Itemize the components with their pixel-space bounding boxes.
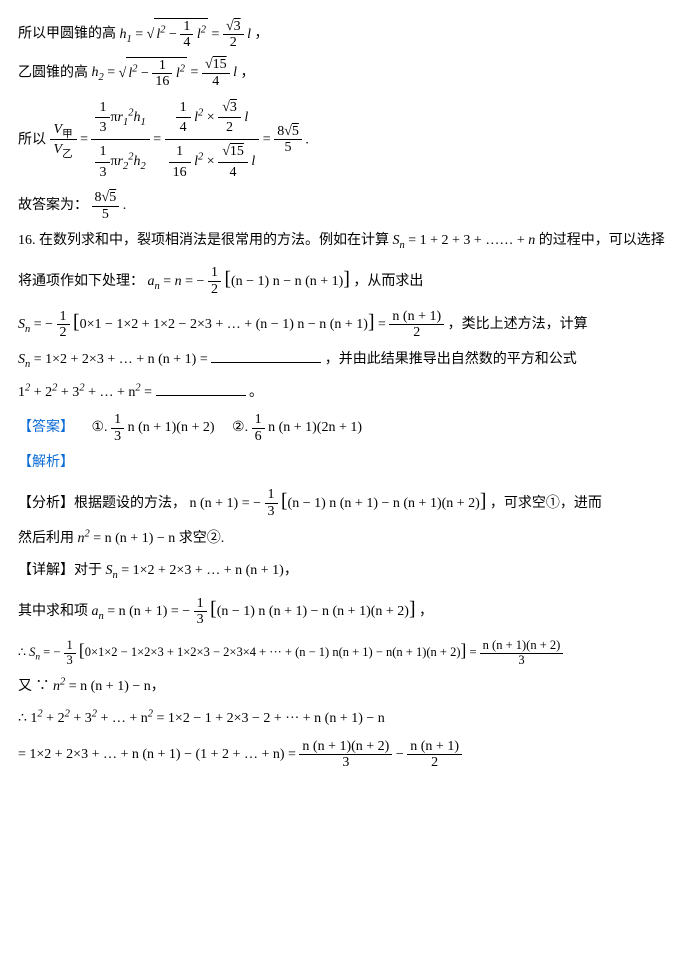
text: . [123,198,127,213]
blank-1 [211,348,321,363]
jiexi-label: 【解析】 [18,450,674,477]
math-ratio: V甲 V乙 = 13πr12h1 13πr22h2 = 14 l2 × √32 … [50,132,306,147]
text: ，类比上述方法，计算 [448,317,588,332]
text: ，可求空①，进而 [490,496,602,511]
line-h2: 乙圆锥的高 h2 = √l2 − 116 l2 = √154 l ， [18,57,674,90]
math-sn2: ∴ Sn = − 13 [0×1×2 − 1×2×3 + 1×2×3 − 2×3… [18,645,563,659]
math-h1: h1 = √l2 − 14 l2 = √32 l [120,27,255,42]
text: 【详解】对于 [18,563,102,578]
text: 的过程中，可以选择 [539,233,665,248]
text: 然后利用 [18,531,74,546]
text: 16. 在数列求和中，裂项相消法是很常用的方法。例如在计算 [18,233,389,248]
q16-line2: 将通项作如下处理： an = n = − 12 [(n − 1) n − n (… [18,261,674,298]
text: 将通项作如下处理： [18,274,144,289]
math-squares: 12 + 22 + 32 + … + n2 = [18,385,156,400]
text: 【分析】根据题设的方法， [18,496,186,511]
line-nsq: 然后利用 n2 = n (n + 1) − n 求空②. [18,526,674,553]
q16-line1: 16. 在数列求和中，裂项相消法是很常用的方法。例如在计算 Sn = 1 + 2… [18,228,674,255]
line-sum-sq: ∴ 12 + 22 + 32 + … + n2 = 1×2 − 1 + 2×3 … [18,706,674,733]
math-nsq: n2 = n (n + 1) − n [78,531,179,546]
line-final: = 1×2 + 2×3 + … + n (n + 1) − (1 + 2 + …… [18,739,674,771]
text: ， [419,604,433,619]
answer-label: 【答案】 [18,420,74,435]
answer-line: 【答案】 ①. 13 n (n + 1)(n + 2) ②. 16 n (n +… [18,412,674,444]
text: 其中求和项 [18,604,88,619]
math-sn: Sn = 1 + 2 + 3 + …… + n [393,233,536,248]
text: 求空②. [179,531,225,546]
jiexi-text: 【解析】 [18,455,74,470]
text: ， [255,27,269,42]
text: 乙圆锥的高 [18,65,88,80]
fenxi-line: 【分析】根据题设的方法， n (n + 1) = − 13 [(n − 1) n… [18,483,674,520]
math-sum-sq: ∴ 12 + 22 + 32 + … + n2 = 1×2 − 1 + 2×3 … [18,711,385,726]
text: ①. [92,420,108,435]
math-an2: an = n (n + 1) = − 13 [(n − 1) n (n + 1)… [92,604,420,619]
math-an: an = n = − 12 [(n − 1) n − n (n + 1)] [148,274,354,289]
math-h2: h2 = √l2 − 116 l2 = √154 l [92,65,241,80]
math-sn-blank: Sn = 1×2 + 2×3 + … + n (n + 1) = [18,352,211,367]
xiangjie-line: 【详解】对于 Sn = 1×2 + 2×3 + … + n (n + 1)， [18,558,674,585]
line-nsq2: 又 ∵ n2 = n (n + 1) − n， [18,674,674,701]
line-an2: 其中求和项 an = n (n + 1) = − 13 [(n − 1) n (… [18,591,674,628]
text: 故答案为： [18,198,88,213]
math-nsq2: 又 ∵ n2 = n (n + 1) − n， [18,679,165,694]
math-answer-cone: 8√55 [92,198,123,213]
math-fenxi: n (n + 1) = − 13 [(n − 1) n (n + 1) − n … [190,496,490,511]
math-ans2: 16 n (n + 1)(2n + 1) [252,420,362,435]
blank-2 [156,381,246,396]
math-ans1: 13 n (n + 1)(n + 2) [111,420,218,435]
line-ratio: 所以 V甲 V乙 = 13πr12h1 13πr22h2 = 14 l2 × √… [18,96,674,185]
q16-line3: Sn = − 12 [0×1 − 1×2 + 1×2 − 2×3 + … + (… [18,304,674,341]
math-final: = 1×2 + 2×3 + … + n (n + 1) − (1 + 2 + …… [18,747,462,762]
q16-line5: 12 + 22 + 32 + … + n2 = 。 [18,380,674,407]
text: . [305,132,309,147]
text: ， [241,65,255,80]
text: ，从而求出 [353,274,423,289]
text: 。 [249,385,263,400]
text: ②. [232,420,248,435]
text: 所以 [18,132,46,147]
q16-line4: Sn = 1×2 + 2×3 + … + n (n + 1) = ，并由此结果推… [18,347,674,374]
line-sn2: ∴ Sn = − 13 [0×1×2 − 1×2×3 + 1×2×3 − 2×3… [18,634,674,667]
line-h1: 所以甲圆锥的高 h1 = √l2 − 14 l2 = √32 l ， [18,18,674,51]
line-answer-cone: 故答案为： 8√55 . [18,190,674,222]
text: ，并由此结果推导出自然数的平方和公式 [325,352,577,367]
text: 所以甲圆锥的高 [18,27,116,42]
math-xj: Sn = 1×2 + 2×3 + … + n (n + 1)， [106,563,298,578]
math-sn-expand: Sn = − 12 [0×1 − 1×2 + 1×2 − 2×3 + … + (… [18,317,448,332]
